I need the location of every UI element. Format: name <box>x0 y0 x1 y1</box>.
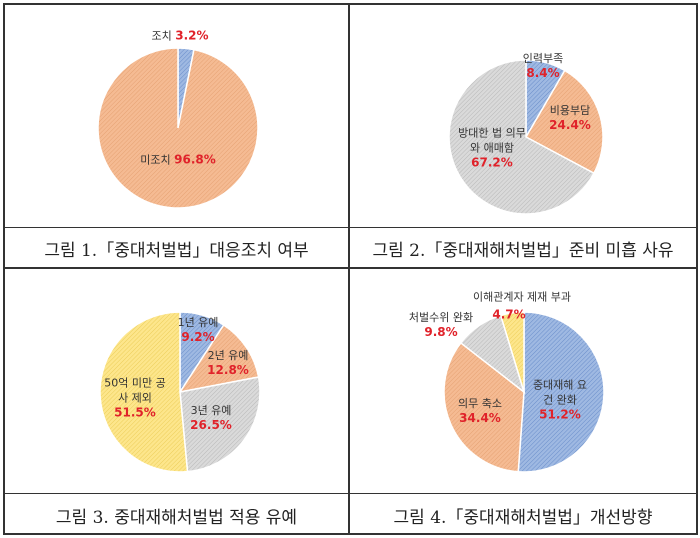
pie-slice <box>443 341 525 473</box>
pie-slice <box>99 311 189 473</box>
data-label: 50억 미만 공사 제외 51.5% <box>104 376 166 420</box>
data-label: 방대한 법 의무와 애매함 67.2% <box>458 126 526 170</box>
pie-slice <box>499 311 525 393</box>
data-label: 비용부담 24.4% <box>549 104 591 132</box>
data-label: 인력부족 8.4% <box>522 52 564 80</box>
data-label: 중대재해 요건 완화 51.2% <box>532 378 588 422</box>
data-label: 처벌수위 완화 9.8% <box>408 311 474 339</box>
pie-slice <box>179 376 261 473</box>
pie-slice <box>448 59 595 215</box>
caption-3: 그림 3. 중대재해처벌법 적용 유예 <box>55 508 298 528</box>
data-label: 4.7% <box>492 307 526 322</box>
caption-1: 그림 1.「중대처벌법」대응조치 여부 <box>44 241 309 261</box>
data-label: 1년 유예 9.2% <box>177 316 219 344</box>
caption-2: 그림 2.「중대재해처벌법」준비 미흡 사유 <box>372 241 674 261</box>
pie-slice <box>524 69 604 175</box>
data-label: 2년 유예 12.8% <box>207 349 249 377</box>
data-label: 의무 축소 34.4% <box>458 397 502 425</box>
pie-slice <box>97 47 259 209</box>
data-label: 이해관계자 제재 부과 <box>472 290 572 304</box>
data-label: 3년 유예 26.5% <box>190 404 232 432</box>
data-label: 미조치 96.8% <box>140 152 216 167</box>
data-label: 조치 3.2% <box>151 28 209 43</box>
pie-slice <box>517 311 605 473</box>
caption-4: 그림 4.「중대재해처벌법」개선방향 <box>393 508 653 528</box>
pie-slice <box>178 323 260 394</box>
